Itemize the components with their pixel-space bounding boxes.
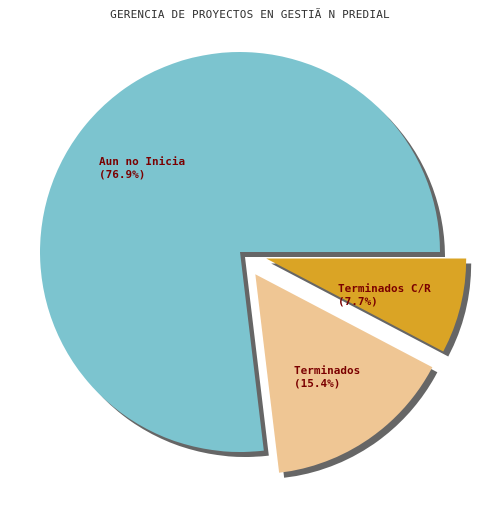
slice-aun-no-inicia [40, 51, 441, 452]
slice-terminados-c-r [266, 258, 467, 352]
label-layer: Terminados C/R(7.7%) Terminados(15.4%) Aun… [99, 155, 431, 390]
slice-percent-aun-no-inicia: (76.9%) [99, 168, 145, 181]
slice-percent-terminados-c-r: (7.7%) [338, 295, 378, 308]
chart-title: GERENCIA DE PROYECTOS EN GESTIÃ N PREDIA… [110, 8, 390, 21]
slice-layer [40, 51, 467, 473]
slice-label-terminados: Terminados [294, 364, 360, 377]
slice-percent-terminados: (15.4%) [294, 377, 340, 390]
slice-label-terminados-c-r: Terminados C/R [338, 282, 431, 295]
slice-terminados [255, 274, 433, 473]
slice-label-aun-no-inicia: Aun no Inicia [99, 155, 185, 168]
